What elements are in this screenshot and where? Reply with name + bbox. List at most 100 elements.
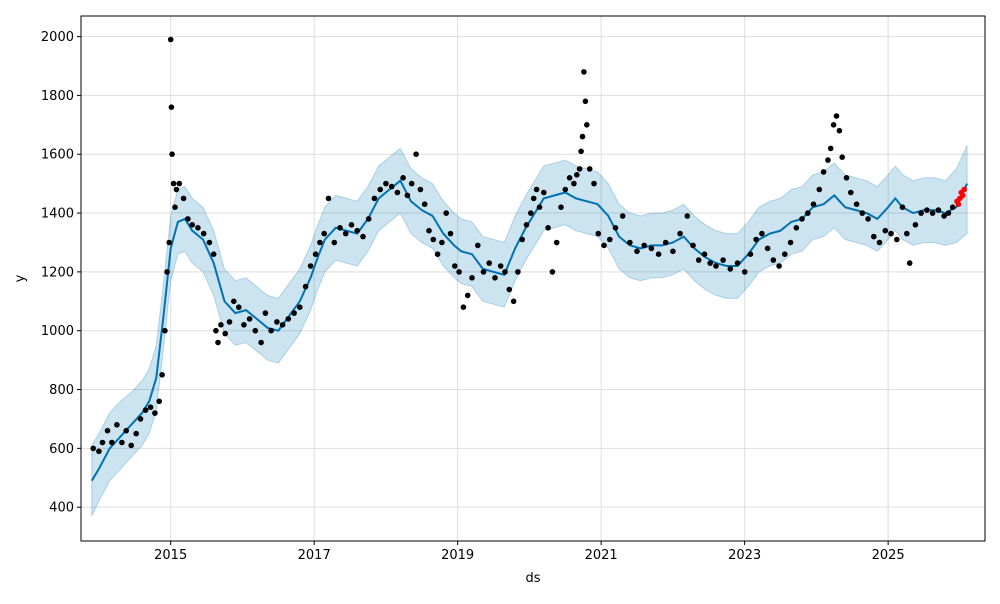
y-tick-label: 1000 [41, 324, 74, 339]
observed-point [670, 248, 676, 255]
y-tick-label: 400 [49, 501, 74, 516]
observed-point [515, 269, 521, 275]
observed-point [530, 195, 537, 202]
observed-point [582, 98, 589, 105]
observed-point [528, 210, 534, 216]
x-tick-label: 2019 [441, 548, 474, 563]
observed-point [443, 210, 450, 216]
observed-point [747, 251, 754, 257]
observed-point [701, 251, 708, 257]
observed-point [523, 222, 530, 228]
observed-point [252, 327, 259, 334]
observed-point [558, 204, 564, 210]
observed-point [899, 204, 906, 210]
observed-point [510, 298, 517, 305]
observed-point [506, 286, 513, 293]
observed-point [566, 175, 573, 181]
observed-point [662, 239, 669, 246]
y-tick-label: 1400 [41, 207, 74, 222]
observed-point [169, 151, 175, 157]
observed-point [377, 186, 384, 193]
observed-point [825, 157, 831, 163]
x-axis-ticks: 2015 2017 2019 2021 2023 2025 [154, 541, 905, 563]
observed-point [274, 319, 280, 325]
observed-point [152, 410, 158, 416]
observed-point [571, 180, 577, 187]
observed-point [839, 154, 845, 160]
y-tick-label: 1200 [41, 265, 74, 280]
observed-point [241, 322, 247, 328]
observed-point [133, 430, 139, 437]
observed-point [876, 239, 883, 246]
observed-point [882, 227, 889, 234]
observed-point [96, 448, 102, 455]
recent-point [961, 186, 967, 193]
observed-point [123, 427, 129, 434]
observed-point [348, 222, 355, 228]
observed-point [222, 330, 228, 337]
observed-point [627, 239, 633, 246]
observed-point [439, 239, 445, 246]
observed-point [215, 339, 221, 346]
observed-point [365, 216, 372, 222]
observed-point [168, 104, 175, 110]
y-tick-label: 1600 [41, 148, 74, 163]
observed-point [325, 195, 332, 202]
observed-point [753, 236, 759, 243]
observed-point [805, 210, 811, 216]
observed-point [576, 166, 583, 172]
observed-point [776, 263, 782, 269]
observed-point [764, 245, 771, 252]
observed-point [492, 275, 498, 281]
observed-point [720, 257, 726, 263]
observed-point [579, 133, 586, 140]
observed-point [464, 292, 471, 299]
observed-point [331, 239, 338, 246]
observed-point [469, 275, 475, 281]
observed-point [591, 180, 597, 187]
observed-point [595, 230, 602, 237]
observed-point [430, 236, 437, 243]
y-axis-label: y [13, 274, 28, 282]
observed-point [727, 266, 734, 272]
observed-point [562, 186, 569, 193]
observed-point [799, 216, 805, 222]
observed-point [533, 186, 540, 193]
observed-point [383, 180, 389, 187]
observed-point [297, 304, 303, 311]
observed-point [759, 230, 765, 237]
observed-point [734, 260, 741, 266]
observed-point [677, 230, 683, 237]
observed-point [601, 242, 607, 249]
observed-point [213, 327, 219, 334]
observed-point [317, 239, 323, 246]
observed-point [684, 213, 691, 219]
observed-point [865, 216, 871, 222]
observed-point [400, 175, 406, 181]
observed-point [648, 245, 655, 252]
observed-point [770, 257, 777, 263]
observed-point [206, 239, 213, 246]
x-tick-label: 2023 [728, 548, 761, 563]
observed-point [200, 230, 207, 237]
observed-point [279, 322, 286, 328]
observed-point [307, 263, 314, 269]
observed-point [434, 251, 441, 257]
observed-point [262, 310, 269, 316]
observed-point [475, 242, 481, 249]
y-axis-ticks: 400 600 800 1000 1200 1400 1600 1800 2000 [41, 30, 81, 516]
recent-points [954, 186, 967, 207]
observed-point [836, 127, 843, 134]
observed-point [371, 195, 378, 202]
observed-point [741, 269, 748, 275]
observed-point [619, 213, 626, 219]
observed-point [549, 269, 556, 275]
observed-point [404, 192, 411, 199]
recent-point [960, 192, 966, 199]
observed-point [871, 233, 877, 240]
x-tick-label: 2017 [298, 548, 331, 563]
observed-point [827, 145, 834, 152]
observed-point [417, 186, 424, 193]
observed-point [924, 207, 930, 213]
observed-point [128, 442, 134, 449]
